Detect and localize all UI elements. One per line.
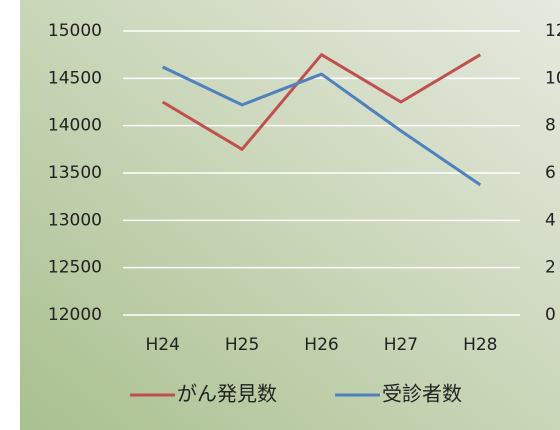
x-tick-label: H24	[145, 335, 179, 355]
legend-label: がん発見数	[177, 382, 277, 406]
x-tick-label: H27	[384, 335, 418, 355]
y-tick-label: 14500	[48, 68, 102, 88]
y2-tick-label: 12	[545, 21, 560, 41]
chart-background	[20, 0, 560, 430]
margin	[0, 0, 20, 430]
y-tick-label: 12000	[48, 305, 102, 325]
series-line	[161, 53, 482, 151]
y2-tick-label: 6	[545, 163, 556, 183]
y2-tick-label: 4	[545, 210, 556, 230]
y2-tick-label: 8	[545, 116, 556, 136]
y-tick-label: 15000	[48, 21, 102, 41]
x-tick-label: H28	[463, 335, 497, 355]
legend-label: 受診者数	[382, 382, 462, 406]
y-tick-label: 13000	[48, 210, 102, 230]
y2-tick-label: 10	[545, 68, 560, 88]
y2-tick-label: 0	[545, 305, 556, 325]
y-tick-label: 13500	[48, 163, 102, 183]
series-line	[162, 65, 482, 187]
x-tick-label: H25	[225, 335, 259, 355]
y2-tick-label: 2	[545, 258, 556, 278]
x-tick-label: H26	[304, 335, 338, 355]
y-tick-label: 14000	[48, 116, 102, 136]
y-tick-label: 12500	[48, 258, 102, 278]
